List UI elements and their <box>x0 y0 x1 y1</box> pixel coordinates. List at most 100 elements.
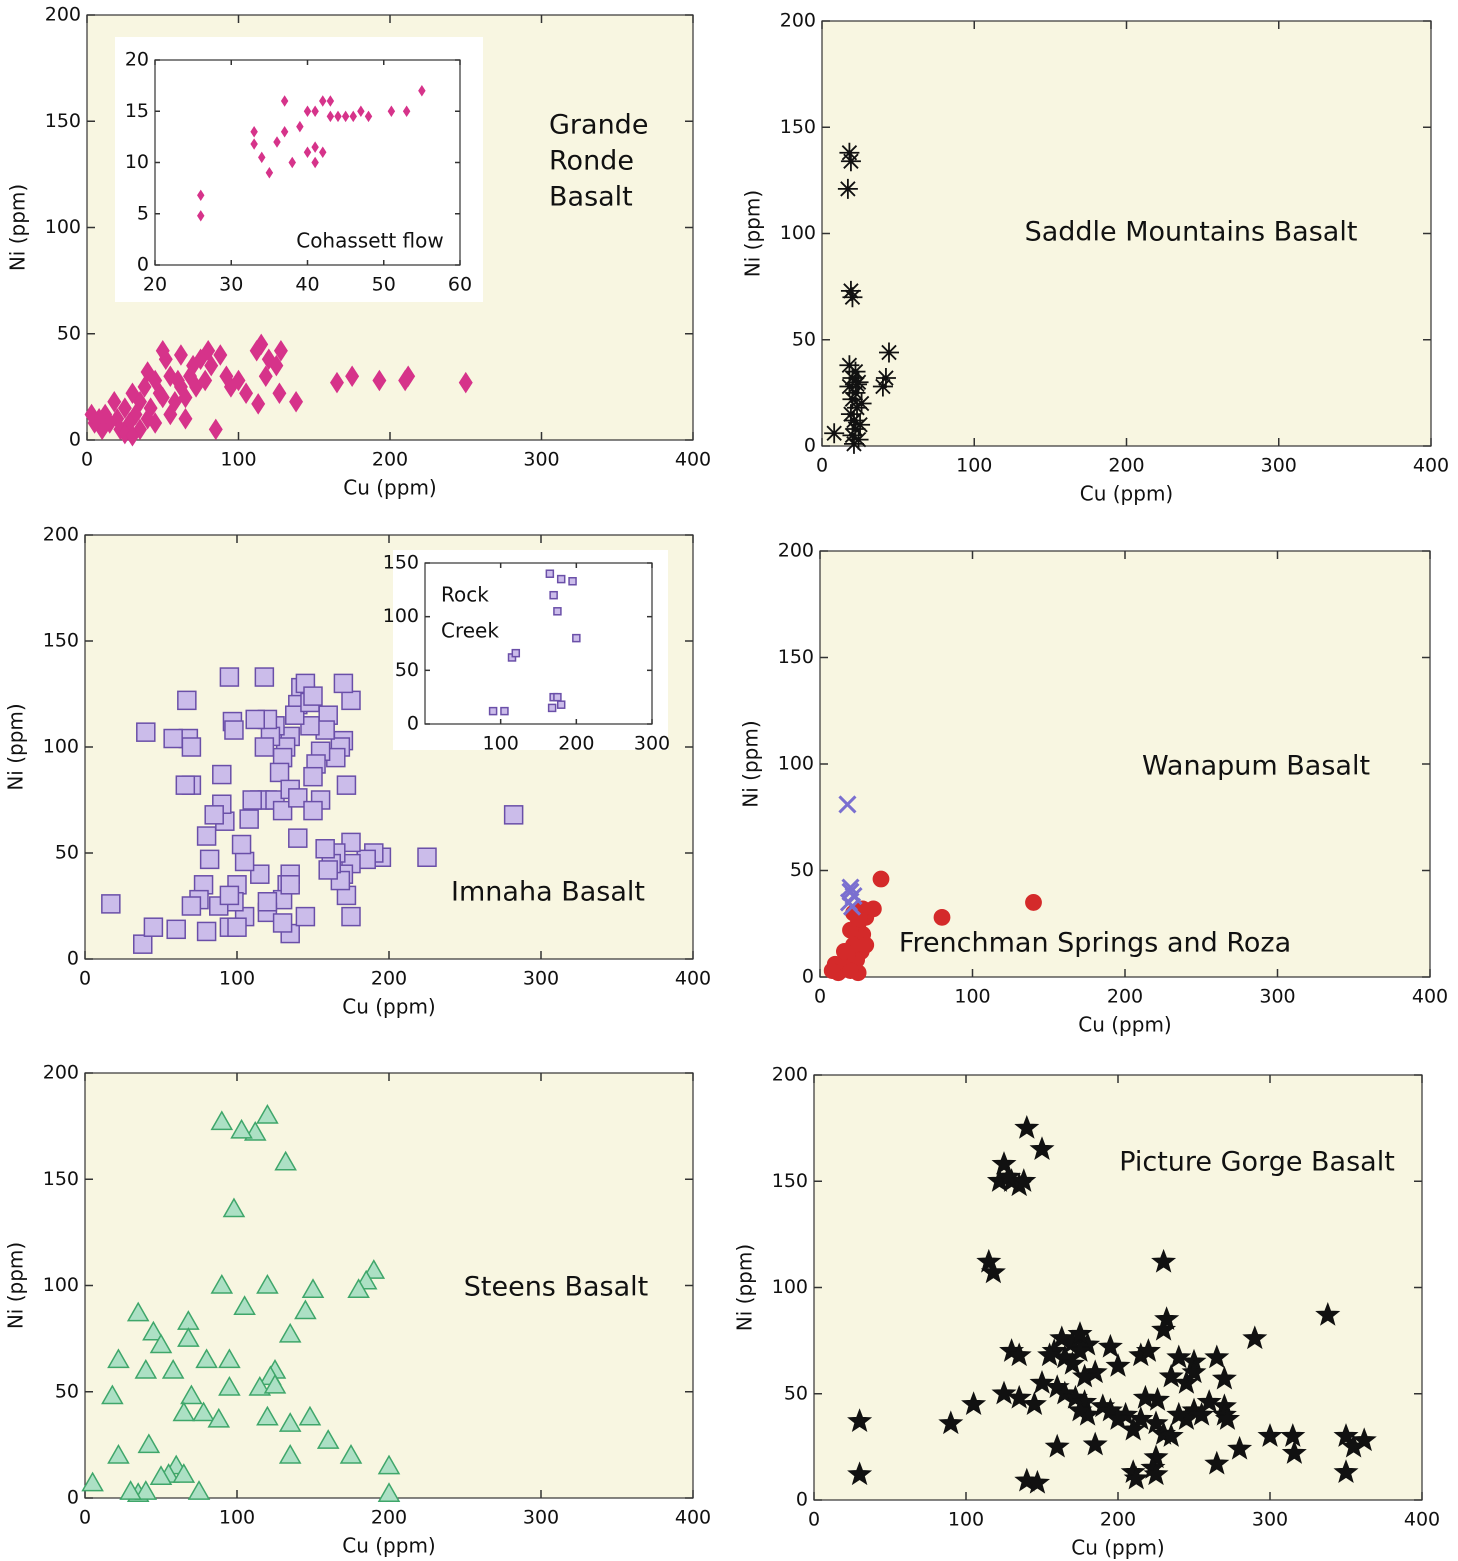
point <box>1281 1440 1307 1464</box>
point <box>101 894 121 914</box>
point <box>239 382 254 404</box>
point <box>1059 1350 1085 1375</box>
point <box>311 156 319 169</box>
point <box>233 1295 256 1315</box>
annotation: Wanapum Basalt <box>1142 751 1370 782</box>
point <box>181 737 202 757</box>
point <box>219 365 234 387</box>
point <box>207 1407 231 1428</box>
point <box>1067 1321 1093 1345</box>
point <box>1158 1363 1184 1388</box>
x-axis-label: Cu (ppm) <box>342 1534 435 1558</box>
point <box>364 110 373 123</box>
point <box>254 737 275 757</box>
point <box>1132 1384 1158 1409</box>
point <box>333 673 354 694</box>
point <box>261 348 276 370</box>
point <box>177 690 197 711</box>
point <box>549 590 558 600</box>
x-tick-label: 300 <box>1261 455 1297 477</box>
point <box>272 913 293 933</box>
point <box>125 382 140 404</box>
point <box>256 1103 279 1124</box>
point <box>836 943 853 960</box>
y-tick-label: 100 <box>383 605 419 627</box>
point <box>1014 1114 1040 1139</box>
annotation: Grande <box>549 110 648 141</box>
point <box>1166 1344 1192 1369</box>
point <box>249 340 264 362</box>
point <box>345 365 360 387</box>
y-tick-label: 100 <box>43 1274 79 1296</box>
point <box>219 885 240 906</box>
point <box>1067 1397 1093 1422</box>
point <box>250 126 258 138</box>
point <box>845 361 866 382</box>
point <box>81 1471 104 1492</box>
x-tick-label: 400 <box>675 1507 711 1529</box>
y-tick-label: 10 <box>125 151 149 173</box>
point <box>163 365 178 387</box>
point <box>311 105 319 117</box>
y-tick-label: 50 <box>55 842 79 864</box>
annotation: Basalt <box>549 182 633 213</box>
point <box>1049 1325 1075 1350</box>
point <box>1006 1342 1032 1367</box>
point <box>319 146 327 158</box>
annotation: Saddle Mountains Basalt <box>1025 217 1358 248</box>
point <box>329 371 344 394</box>
panel: 0 100 200 300 400 0 50 100 150 200 Cu (ppm) Ni (ppm… <box>741 10 1450 506</box>
y-tick-label: 150 <box>780 116 816 138</box>
x-tick-label: 0 <box>808 1509 820 1531</box>
x-tick-label: 400 <box>1412 986 1448 1008</box>
point <box>851 393 872 414</box>
point <box>1044 1433 1070 1458</box>
point <box>280 126 289 138</box>
y-tick-label: 0 <box>804 435 816 457</box>
y-tick-label: 50 <box>57 322 81 344</box>
point <box>195 1348 218 1369</box>
point <box>183 365 197 387</box>
plot-area <box>821 20 1432 447</box>
plot-area <box>819 550 1431 978</box>
point <box>837 178 858 199</box>
point <box>178 408 193 430</box>
point <box>258 365 273 387</box>
point <box>841 878 860 897</box>
annotation: Creek <box>441 619 499 643</box>
point <box>294 1299 317 1320</box>
point <box>245 709 265 730</box>
annotation: Imnaha Basalt <box>451 877 645 908</box>
point <box>838 795 857 814</box>
point <box>850 414 871 435</box>
annotation: Frenchman Springs and Roza <box>899 928 1291 959</box>
point <box>222 1197 246 1218</box>
point <box>377 1482 401 1502</box>
point <box>991 1380 1017 1405</box>
point <box>556 574 566 584</box>
y-tick-label: 150 <box>43 1168 79 1190</box>
x-tick-label: 0 <box>79 968 91 990</box>
y-tick-label: 200 <box>778 540 814 562</box>
point <box>572 633 581 643</box>
point <box>842 368 863 388</box>
point <box>84 403 99 426</box>
point <box>250 138 258 150</box>
point <box>339 1443 363 1464</box>
x-tick-label: 200 <box>372 449 408 471</box>
y-axis-label: Ni (ppm) <box>4 1242 28 1329</box>
y-tick-label: 150 <box>43 630 79 652</box>
point <box>878 342 899 363</box>
y-tick-label: 0 <box>67 948 79 970</box>
point <box>556 700 566 709</box>
x-tick-label: 100 <box>219 968 255 990</box>
y-tick-label: 50 <box>792 328 816 350</box>
point <box>242 790 262 810</box>
point <box>349 110 357 123</box>
point <box>1123 1465 1149 1490</box>
y-axis-label: Ni (ppm) <box>4 703 28 790</box>
point <box>134 1358 158 1379</box>
point <box>1154 1306 1180 1331</box>
point <box>177 1327 200 1347</box>
